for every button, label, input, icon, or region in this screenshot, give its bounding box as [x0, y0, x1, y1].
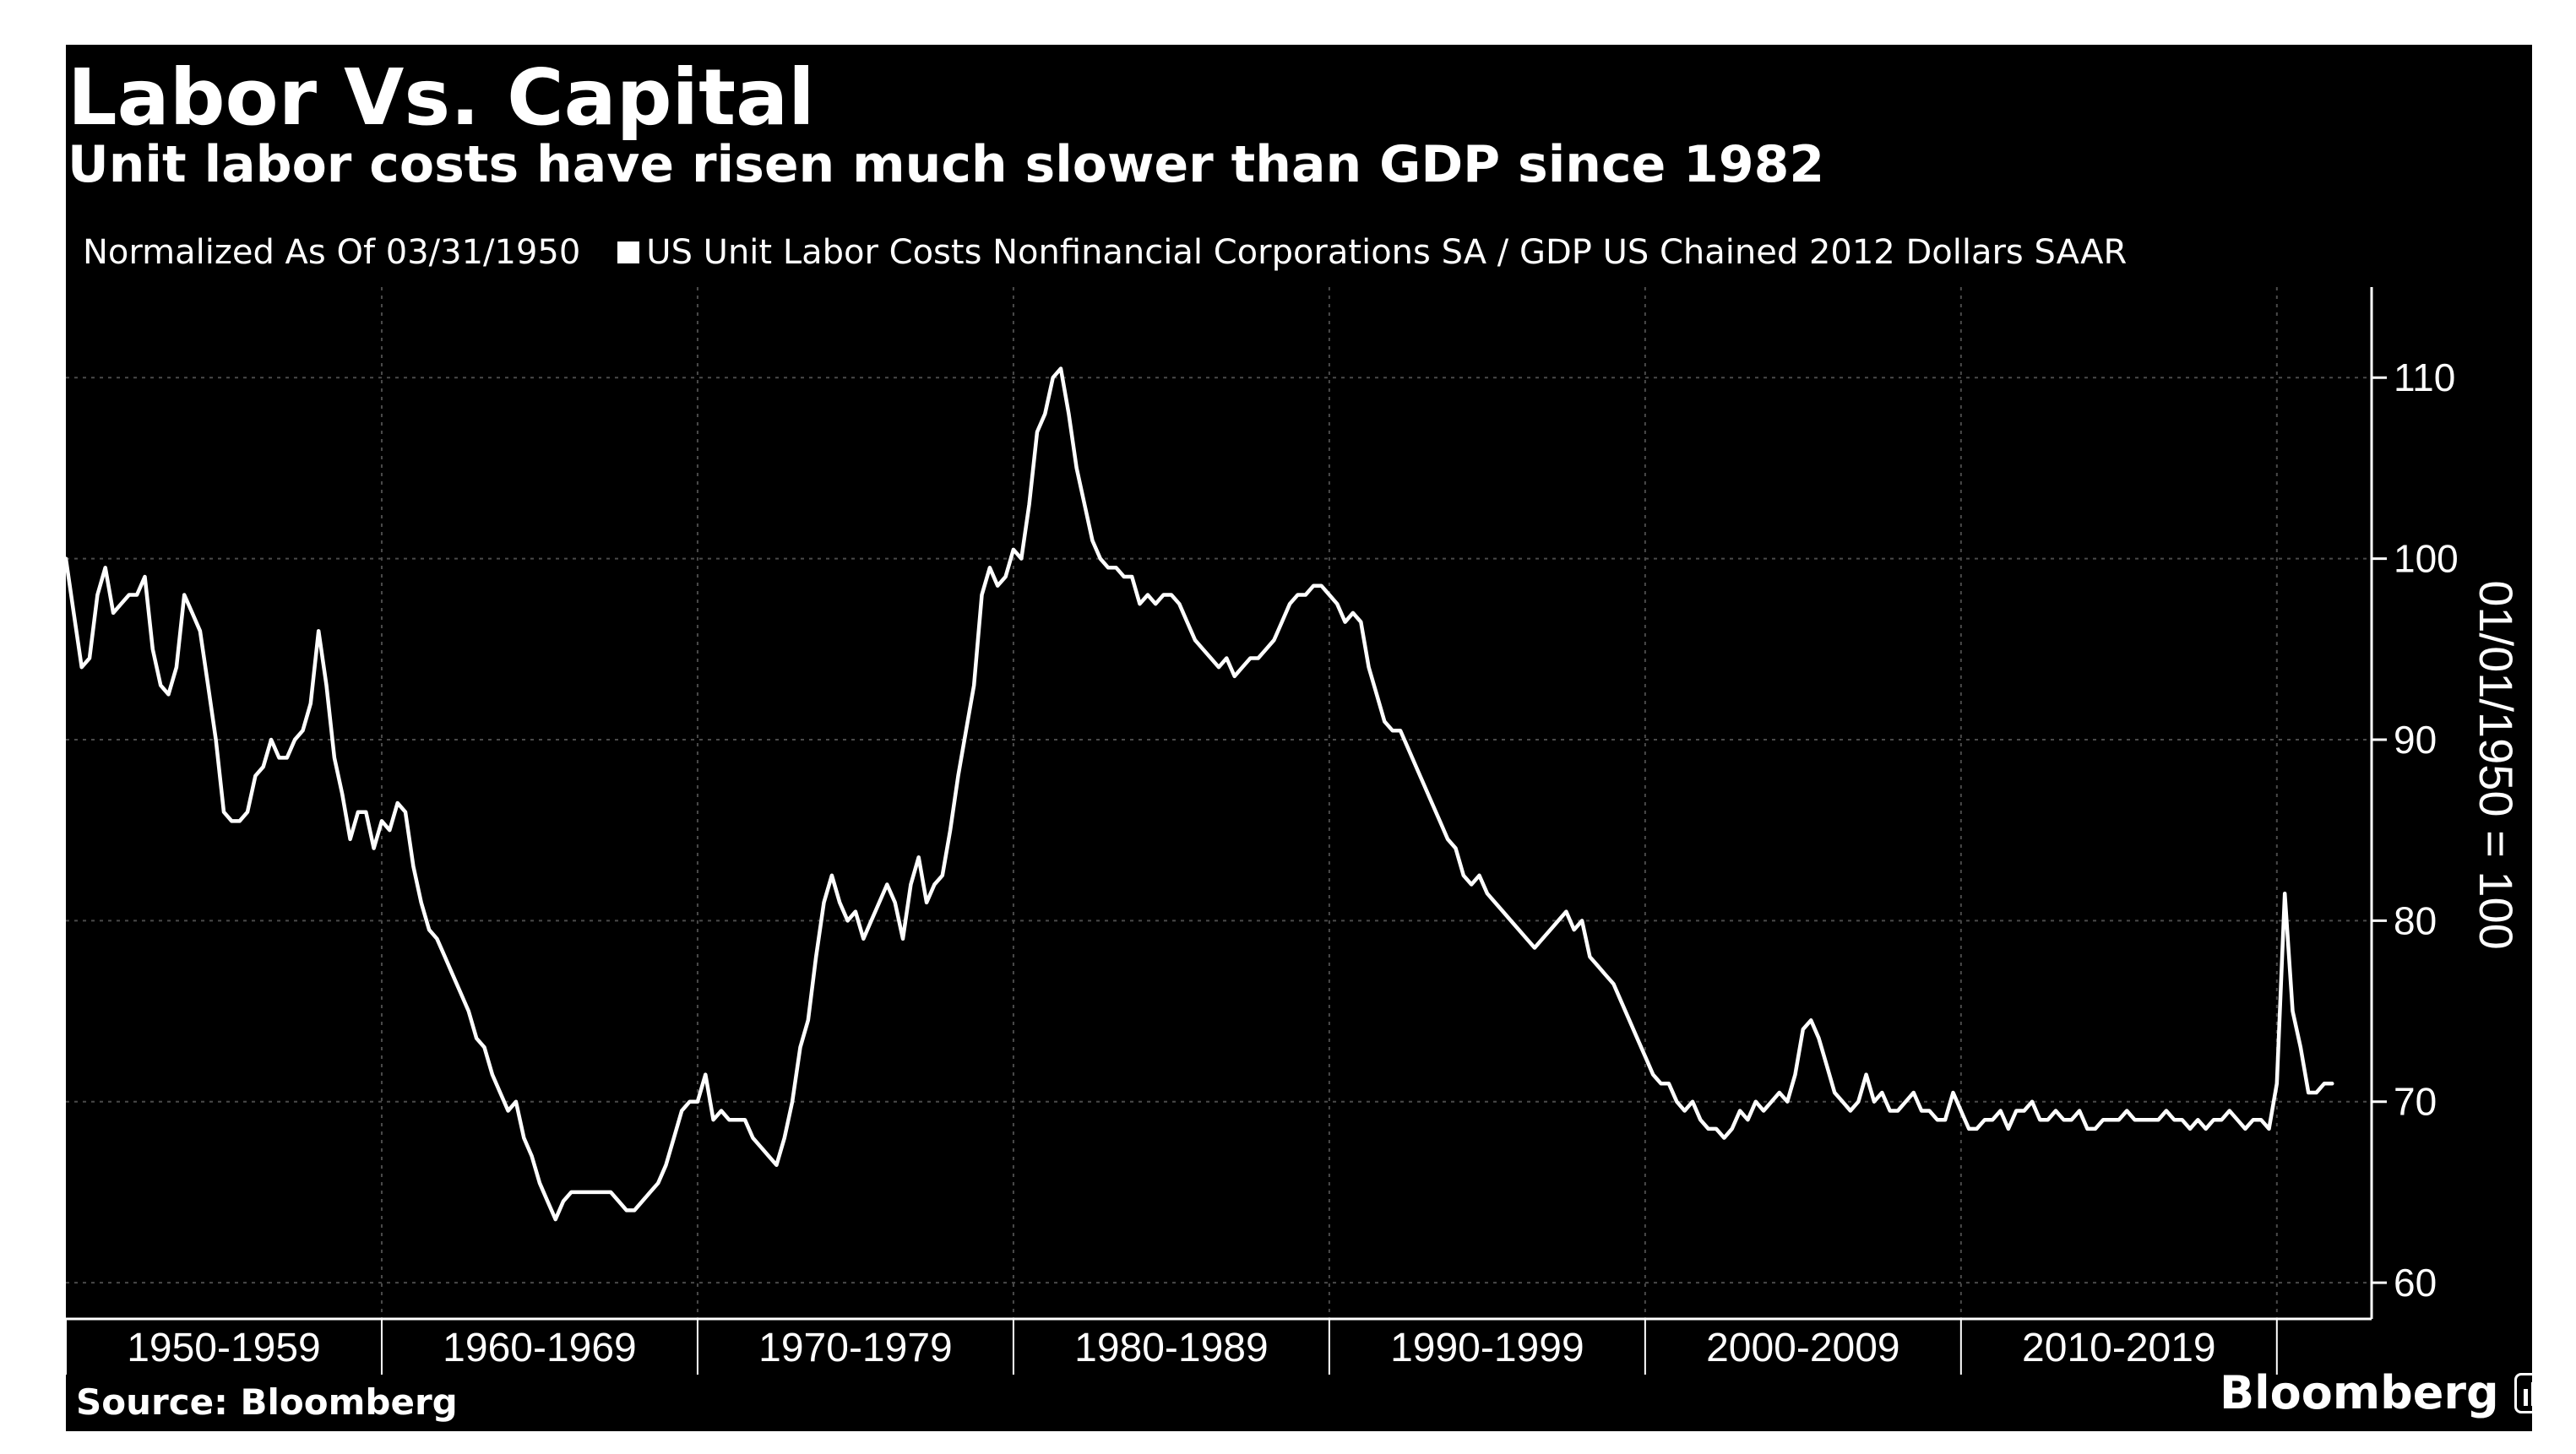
chart-title: Labor Vs. Capital — [68, 52, 815, 143]
y-tick-label: 70 — [2394, 1080, 2437, 1124]
brand-logo: Bloomberg — [2220, 1366, 2555, 1419]
chart-subtitle: Unit labor costs have risen much slower … — [68, 135, 1825, 194]
y-tick-label: 100 — [2394, 537, 2459, 581]
x-tick-label: 2000-2009 — [1706, 1326, 1900, 1370]
y-tick-label: 60 — [2394, 1261, 2437, 1305]
x-tick-label: 1950-1959 — [127, 1326, 321, 1370]
y-tick-label: 90 — [2394, 718, 2437, 762]
x-tick-label: 1990-1999 — [1390, 1326, 1584, 1370]
x-tick-label: 2010-2019 — [2022, 1326, 2216, 1370]
y-tick-label: 110 — [2394, 355, 2455, 399]
x-tick-label: 1970-1979 — [758, 1326, 953, 1370]
y-tick-label: 80 — [2394, 898, 2437, 942]
legend: Normalized As Of 03/31/1950 US Unit Labo… — [83, 233, 2127, 272]
legend-swatch — [617, 241, 640, 263]
y-axis-title: 01/01/1950 = 100 — [2470, 580, 2523, 950]
source-note: Source: Bloomberg — [76, 1381, 458, 1423]
x-tick-label: 1960-1969 — [443, 1326, 637, 1370]
bloomberg-terminal-icon — [2514, 1372, 2555, 1413]
series-line — [63, 366, 2334, 1222]
x-tick-label: 1980-1989 — [1074, 1326, 1269, 1370]
legend-note: Normalized As Of 03/31/1950 — [83, 233, 581, 272]
chart-frame — [66, 45, 2532, 1431]
legend-series-name: US Unit Labor Costs Nonfinancial Corpora… — [646, 233, 2128, 272]
brand-name: Bloomberg — [2220, 1366, 2499, 1419]
